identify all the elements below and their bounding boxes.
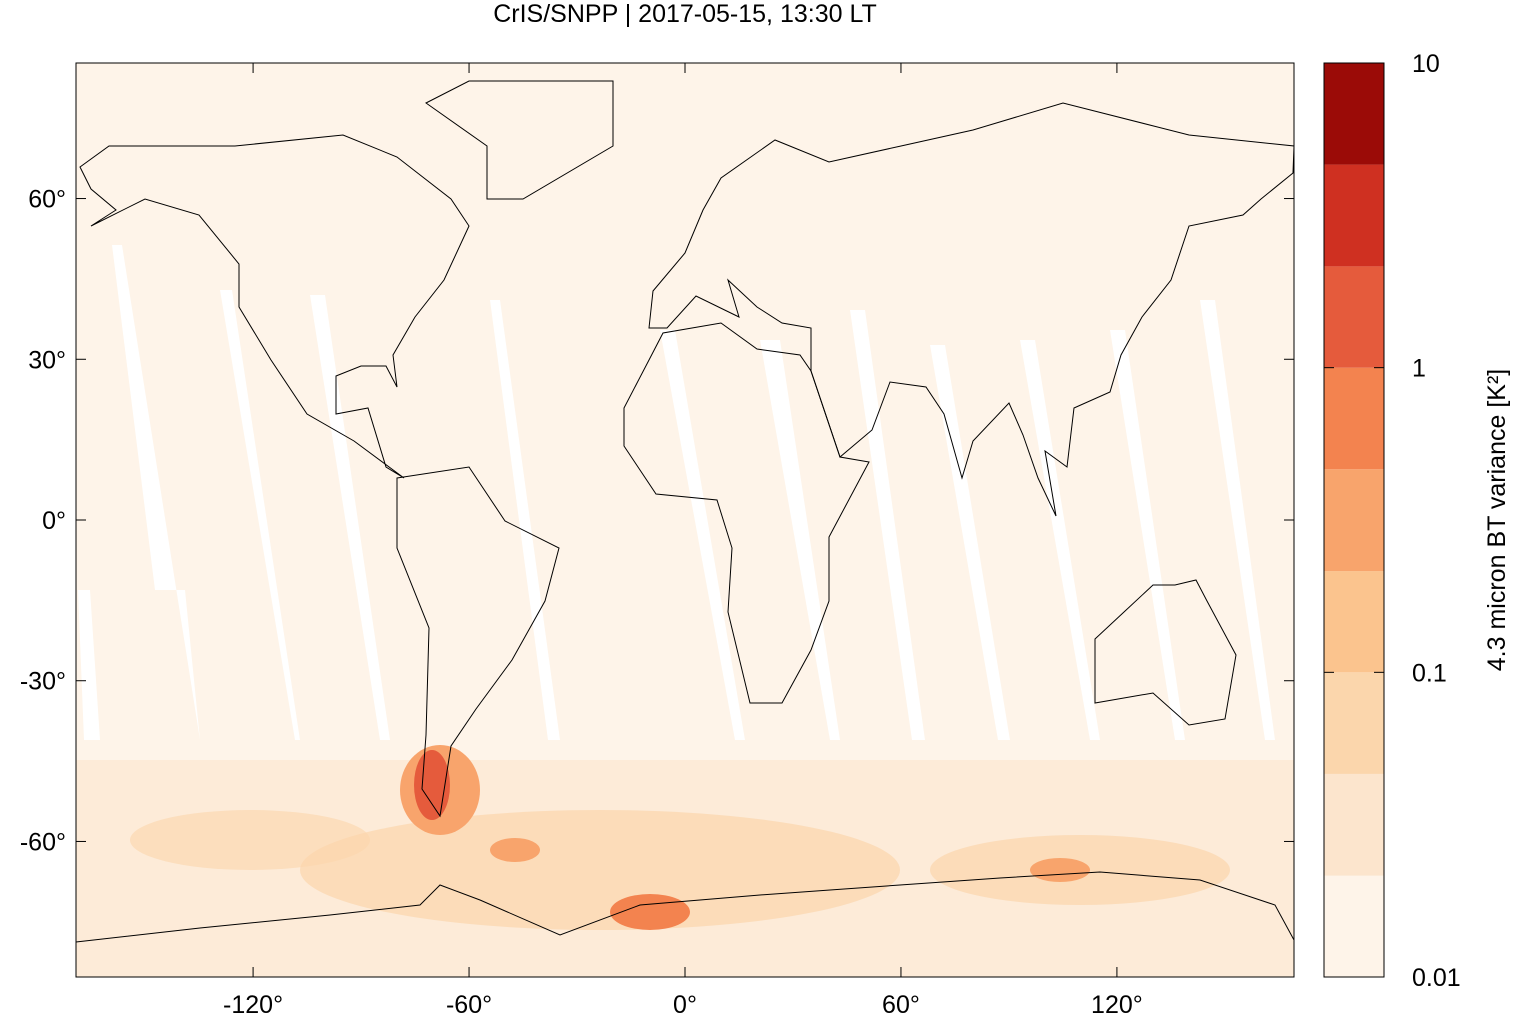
colorbar-band bbox=[1324, 164, 1384, 267]
colorbar-tick-label: 0.1 bbox=[1412, 659, 1447, 687]
colorbar-band bbox=[1324, 672, 1384, 774]
colorbar-band bbox=[1324, 875, 1384, 977]
colorbar-band bbox=[1324, 367, 1384, 470]
data-gaps bbox=[78, 245, 1275, 740]
colorbar-band bbox=[1324, 266, 1384, 368]
y-tick-label: 60° bbox=[28, 186, 66, 214]
x-tick-label: -120° bbox=[223, 991, 283, 1019]
x-tick-label: -60° bbox=[446, 991, 492, 1019]
map-field bbox=[75, 63, 1295, 977]
x-tick-label: 120° bbox=[1091, 991, 1143, 1019]
y-tick-label: 30° bbox=[28, 346, 66, 374]
colorbar-tick-label: 0.01 bbox=[1412, 964, 1461, 992]
colorbar-band bbox=[1324, 773, 1384, 876]
colorbar-band bbox=[1324, 469, 1384, 572]
coastlines bbox=[75, 80, 1295, 943]
colorbar-label: 4.3 micron BT variance [K²] bbox=[1483, 369, 1511, 671]
variance-blobs bbox=[76, 745, 1294, 977]
colorbar-band bbox=[1324, 63, 1384, 165]
x-tick-label: 60° bbox=[882, 991, 920, 1019]
x-tick-label: 0° bbox=[673, 991, 697, 1019]
colorbar-band bbox=[1324, 571, 1384, 673]
y-tick-label: -60° bbox=[20, 828, 66, 856]
y-tick-label: -30° bbox=[20, 668, 66, 696]
colorbar-frame bbox=[1323, 62, 1385, 978]
colorbar-tick-label: 1 bbox=[1412, 355, 1426, 383]
chart-title: CrIS/SNPP | 2017-05-15, 13:30 LT bbox=[493, 0, 877, 28]
colorbar-tick-label: 10 bbox=[1412, 50, 1440, 78]
y-tick-label: 0° bbox=[42, 507, 66, 535]
